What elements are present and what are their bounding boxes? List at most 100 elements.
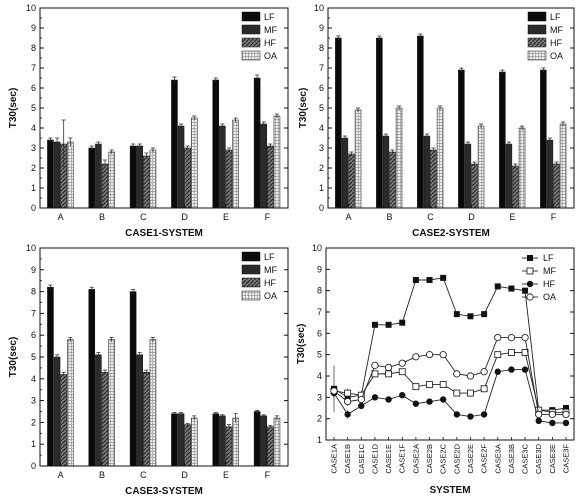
bar-oa (108, 339, 115, 467)
x-tick-label: F (265, 212, 271, 222)
series-line-oa (333, 337, 566, 415)
point-hf (385, 396, 392, 403)
x-axis-title: CASE2-SYSTEM (412, 228, 490, 239)
y-tick-label: 9 (317, 264, 322, 274)
point-lf (563, 405, 569, 411)
bar-mf (464, 143, 472, 209)
y-axis-title: T30(sec) (296, 324, 307, 365)
point-lf (385, 321, 392, 328)
y-tick-label: 9 (31, 265, 36, 275)
y-tick-label: 4 (319, 123, 324, 133)
point-hf (358, 402, 365, 410)
legend-swatch-mf (241, 264, 261, 275)
legend-label-lf: LF (264, 12, 275, 22)
y-tick-label: 10 (26, 244, 36, 253)
bar-oa (149, 339, 157, 467)
y-tick-label: 5 (31, 352, 36, 362)
bar-mf (505, 143, 513, 209)
legend-label-oa: OA (550, 51, 563, 61)
legend-label-hf: HF (543, 279, 555, 289)
x-axis-title: CASE1-SYSTEM (125, 228, 203, 239)
legend-marker-lf (527, 255, 533, 261)
x-tick-label: CASE3C (521, 443, 530, 474)
bar-mf (341, 137, 349, 209)
y-tick-label: 3 (31, 396, 36, 406)
point-lf (467, 313, 474, 320)
bar-lf (335, 37, 342, 209)
point-lf (494, 283, 501, 290)
bar-hf (225, 149, 233, 209)
plot-frame (39, 7, 289, 209)
point-oa (535, 410, 543, 418)
y-tick-label: 7 (31, 63, 36, 73)
y-tick-label: 9 (31, 23, 36, 33)
bar-hf (430, 149, 437, 209)
bar-hf (184, 424, 191, 467)
y-tick-label: 0 (319, 203, 324, 213)
point-mf (480, 385, 488, 393)
point-hf (344, 411, 351, 418)
point-oa (521, 334, 529, 342)
series-line-mf (333, 352, 566, 413)
y-tick-label: 6 (319, 83, 324, 93)
x-tick-label: B (386, 212, 392, 222)
case3-bar-chart: 0 1 2 3 4 5 6 7 8 9 10 A B C D E F LF MF HF OA T30(sec) CASE3-… (2, 244, 292, 497)
bar-hf (143, 372, 150, 467)
point-hf (521, 366, 529, 373)
point-hf (399, 392, 406, 399)
legend-swatch-mf (241, 24, 261, 35)
legend-label-lf: LF (264, 252, 275, 262)
y-axis-title: T30(sec) (298, 88, 309, 129)
bar-lf (88, 147, 96, 209)
x-tick-label: F (265, 470, 271, 480)
legend-marker-mf (526, 267, 534, 275)
y-tick-label: 9 (319, 23, 324, 33)
x-tick-label: CASE1F (398, 444, 407, 474)
legend-swatch-mf (527, 24, 547, 35)
y-tick-label: 3 (317, 392, 322, 402)
x-tick-label: F (551, 212, 557, 222)
y-tick-label: 1 (319, 183, 324, 193)
point-hf (467, 413, 474, 420)
bar-oa (354, 109, 362, 209)
point-oa (439, 351, 447, 359)
x-tick-label: CASE2B (425, 444, 434, 474)
x-tick-label: C (140, 470, 147, 480)
legend-label-oa: OA (264, 291, 277, 301)
bar-oa (436, 107, 444, 209)
x-axis-title: CASE3-SYSTEM (125, 486, 203, 497)
bar-oa (149, 149, 157, 209)
bar-lf (458, 69, 465, 209)
legend-swatch-oa (527, 50, 547, 61)
legend-swatch-hf (527, 37, 547, 48)
x-tick-label: CASE1B (343, 444, 352, 474)
y-tick-label: 2 (31, 417, 36, 427)
y-tick-label: 10 (312, 244, 322, 253)
point-hf (535, 417, 542, 424)
x-tick-label: CASE1A (330, 444, 339, 474)
y-tick-label: 6 (317, 328, 322, 338)
bar-hf (184, 147, 191, 209)
y-axis-title: T30(sec) (8, 337, 19, 378)
point-oa (562, 410, 570, 418)
y-tick-label: 1 (31, 439, 36, 449)
point-hf (453, 411, 461, 418)
legend-swatch-lf (241, 251, 261, 262)
bar-lf (171, 413, 178, 467)
bar-lf (88, 289, 96, 467)
bar-mf (95, 143, 102, 209)
legend-swatch-hf (241, 277, 261, 288)
y-tick-label: 3 (31, 143, 36, 153)
point-hf (549, 419, 556, 427)
case1-bar-chart: 0 1 2 3 4 5 6 7 8 9 10 A B C D E F LF MF HF OA T30(sec) CASE1-… (2, 2, 292, 242)
y-tick-label: 8 (317, 286, 322, 296)
bar-hf (553, 163, 560, 209)
bar-oa (191, 417, 198, 467)
y-tick-label: 6 (31, 330, 36, 340)
bar-oa (559, 123, 567, 209)
bar-oa (273, 417, 281, 467)
legend-swatch-lf (527, 11, 547, 22)
y-tick-label: 5 (319, 103, 324, 113)
x-tick-label: CASE2C (439, 443, 448, 474)
x-tick-label: E (223, 212, 229, 222)
